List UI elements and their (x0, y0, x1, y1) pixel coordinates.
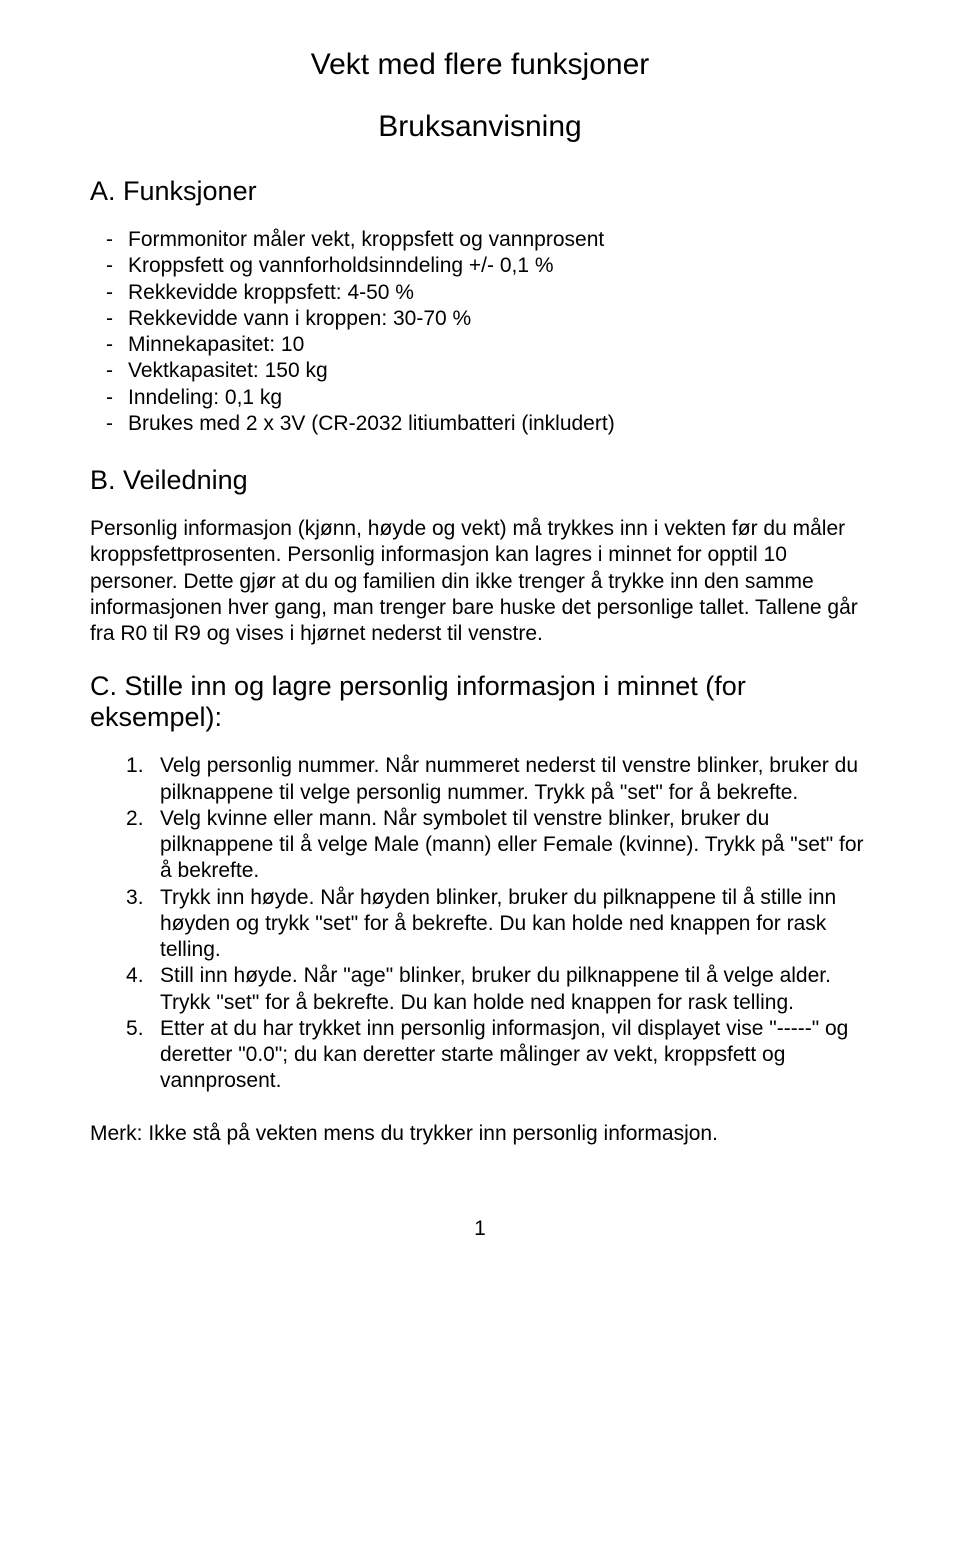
list-item: Trykk inn høyde. Når høyden blinker, bru… (160, 885, 870, 964)
section-a-list: Formmonitor måler vekt, kroppsfett og va… (90, 227, 870, 437)
list-item: Minnekapasitet: 10 (128, 332, 870, 358)
document-title: Vekt med flere funksjoner (90, 48, 870, 82)
list-item: Velg kvinne eller mann. Når symbolet til… (160, 806, 870, 885)
list-item: Velg personlig nummer. Når nummeret nede… (160, 753, 870, 806)
list-item: Kroppsfett og vannforholdsinndeling +/- … (128, 253, 870, 279)
document-subtitle: Bruksanvisning (90, 110, 870, 144)
list-item: Vektkapasitet: 150 kg (128, 358, 870, 384)
section-b-paragraph: Personlig informasjon (kjønn, høyde og v… (90, 516, 870, 647)
list-item: Brukes med 2 x 3V (CR-2032 litiumbatteri… (128, 411, 870, 437)
list-item: Etter at du har trykket inn personlig in… (160, 1016, 870, 1095)
note-paragraph: Merk: Ikke stå på vekten mens du trykker… (90, 1121, 870, 1147)
list-item: Still inn høyde. Når "age" blinker, bruk… (160, 963, 870, 1016)
page-number: 1 (90, 1217, 870, 1241)
section-c-heading: C. Stille inn og lagre personlig informa… (90, 671, 870, 733)
section-a-heading: A. Funksjoner (90, 176, 870, 207)
section-b-heading: B. Veiledning (90, 465, 870, 496)
list-item: Rekkevidde kroppsfett: 4-50 % (128, 280, 870, 306)
section-c-list: Velg personlig nummer. Når nummeret nede… (90, 753, 870, 1094)
list-item: Rekkevidde vann i kroppen: 30-70 % (128, 306, 870, 332)
list-item: Formmonitor måler vekt, kroppsfett og va… (128, 227, 870, 253)
list-item: Inndeling: 0,1 kg (128, 385, 870, 411)
